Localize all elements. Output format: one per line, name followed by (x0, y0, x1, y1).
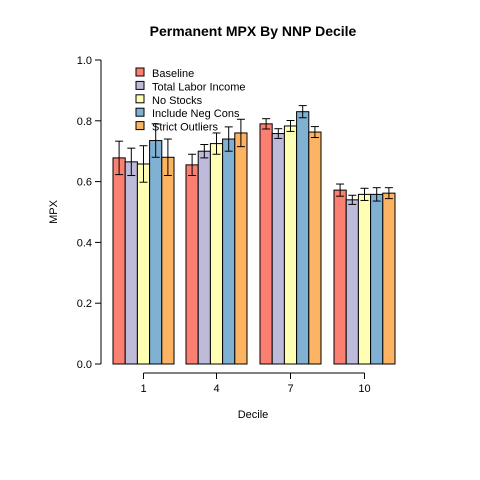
x-tick-label: 1 (140, 383, 146, 395)
y-axis-label: MPX (48, 199, 60, 224)
bar (308, 131, 322, 365)
legend-swatch (135, 107, 145, 117)
legend-swatch (135, 80, 145, 90)
y-tick-label: 0.2 (77, 298, 92, 310)
y-tick-label: 0.0 (77, 359, 92, 371)
legend-label: Total Labor Income (152, 81, 246, 93)
y-tick-label: 0.6 (77, 177, 92, 189)
bar (161, 156, 175, 365)
bar (185, 164, 199, 365)
legend-label: Include Neg Cons (152, 108, 240, 120)
legend-label: No Stocks (152, 95, 203, 107)
chart-title: Permanent MPX By NNP Decile (150, 23, 357, 39)
bar (209, 143, 224, 365)
x-tick-label: 7 (287, 383, 293, 395)
bar (222, 138, 236, 365)
bar (136, 163, 151, 365)
bar (149, 140, 163, 365)
bar (234, 132, 248, 365)
bar (197, 150, 211, 365)
bar (112, 157, 126, 365)
legend-swatch (135, 67, 145, 77)
x-axis-label: Decile (238, 409, 269, 421)
bars (112, 105, 396, 365)
legend-label: Baseline (152, 68, 194, 80)
bar (382, 192, 396, 365)
y-tick-label: 0.4 (77, 237, 92, 249)
x-axis: 1 4 7 10 (140, 372, 371, 395)
bar (333, 189, 347, 365)
legend-label: Strict Outliers (152, 122, 219, 134)
bar (283, 125, 298, 365)
bar (271, 133, 285, 365)
legend-swatch (135, 94, 145, 104)
bar (370, 193, 384, 365)
y-tick-label: 0.8 (77, 116, 92, 128)
y-axis: 0.0 0.2 0.4 0.6 0.8 1.0 (77, 55, 102, 371)
bar (296, 111, 310, 365)
bar (124, 161, 138, 365)
y-tick-label: 1.0 (77, 55, 92, 67)
bar (357, 193, 372, 365)
bar (345, 199, 359, 365)
x-tick-label: 10 (358, 383, 370, 395)
x-tick-label: 4 (213, 383, 219, 395)
bar (259, 123, 273, 365)
legend-swatch (135, 121, 145, 131)
